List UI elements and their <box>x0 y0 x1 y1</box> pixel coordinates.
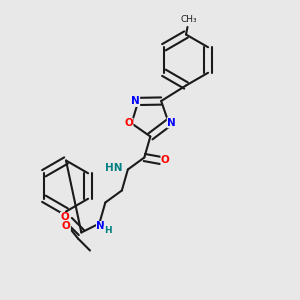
Text: HN: HN <box>105 163 122 173</box>
Text: O: O <box>61 221 70 231</box>
Text: H: H <box>104 226 112 236</box>
Text: CH₃: CH₃ <box>181 15 197 24</box>
Text: N: N <box>131 96 140 106</box>
Text: O: O <box>124 118 133 128</box>
Text: O: O <box>161 155 170 166</box>
Text: O: O <box>61 212 69 223</box>
Text: N: N <box>97 221 105 232</box>
Text: N: N <box>167 118 176 128</box>
